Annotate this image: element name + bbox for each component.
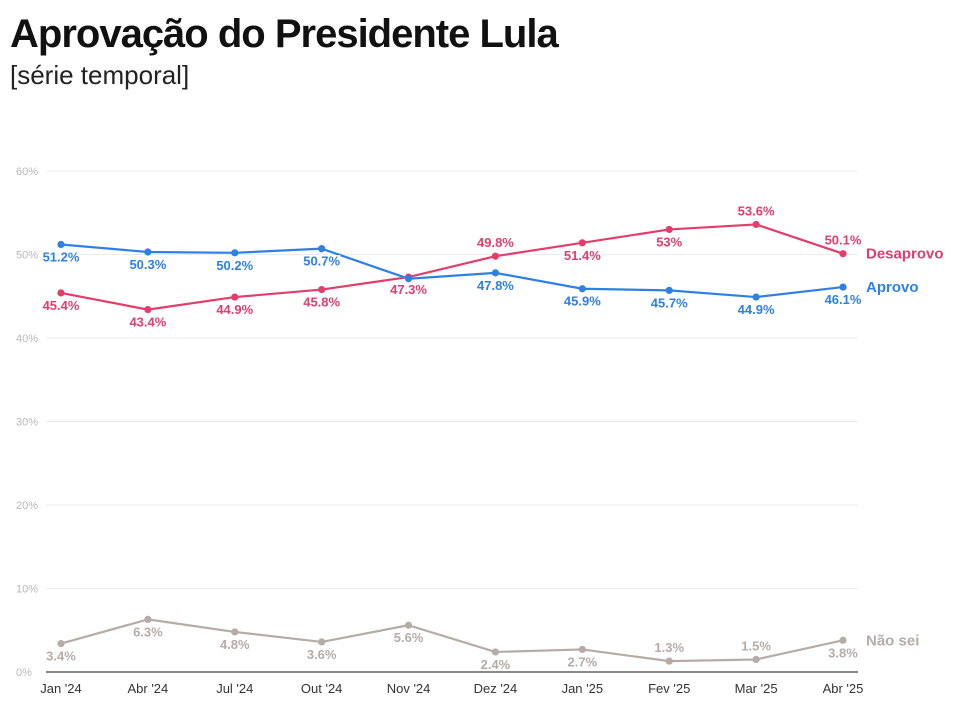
nao-sei-data-label: 2.7%	[568, 654, 598, 669]
data-labels: 45.4% 43.4% 44.9% 45.8% 47.3% 49.8% 51.4% 53% 53…	[41, 202, 863, 674]
desaprovo-data-label: 47.3%	[390, 282, 427, 297]
series-labels: Desaprovo Aprovo Não sei	[866, 246, 944, 650]
aprovo-point	[839, 283, 847, 291]
nao-sei-point	[231, 628, 239, 636]
aprovo-data-label: 46.1%	[825, 292, 862, 307]
desaprovo-point	[665, 225, 673, 234]
desaprovo-data-label: 50.1%	[825, 233, 862, 248]
aprovo-line	[60, 243, 844, 299]
nao-sei-point	[144, 615, 152, 623]
aprovo-point	[404, 275, 413, 283]
aprovo-data-label: 47.8%	[477, 278, 514, 293]
aprovo-point	[752, 293, 760, 301]
desaprovo-data-label: 53.6%	[738, 203, 775, 218]
desaprovo-data-label: 45.8%	[303, 295, 340, 310]
aprovo-data-label: 50.7%	[303, 254, 340, 269]
y-tick-label: 0%	[16, 667, 32, 679]
desaprovo-series-label: Desaprovo	[866, 246, 944, 263]
aprovo-data-label: 50.2%	[216, 258, 253, 273]
y-tick-label: 10%	[16, 584, 38, 596]
aprovo-point	[665, 286, 673, 295]
x-tick-label: Jan '25	[562, 681, 604, 696]
desaprovo-point	[752, 220, 760, 229]
desaprovo-point	[57, 289, 65, 297]
aprovo-data-label: 44.9%	[738, 302, 775, 317]
nao-sei-point	[665, 657, 673, 665]
x-tick-label: Jul '24	[216, 681, 253, 696]
nao-sei-data-label: 3.6%	[307, 647, 337, 662]
chart-subtitle: [série temporal]	[10, 60, 190, 90]
series-points	[57, 220, 847, 665]
aprovo-data-label: 45.7%	[651, 295, 688, 310]
aprovo-point	[144, 248, 152, 256]
x-tick-label: Abr '25	[823, 681, 864, 696]
nao-sei-data-label: 5.6%	[394, 630, 424, 645]
aprovo-data-label: 45.9%	[564, 294, 601, 309]
y-tick-label: 20%	[16, 500, 38, 512]
x-tick-label: Nov '24	[387, 681, 431, 696]
desaprovo-point	[144, 306, 152, 314]
aprovo-point	[491, 269, 500, 277]
x-tick-label: Mar '25	[735, 681, 778, 696]
aprovo-point	[231, 249, 239, 257]
nao-sei-point	[839, 636, 847, 644]
x-tick-label: Jan '24	[40, 681, 82, 696]
desaprovo-data-label: 44.9%	[216, 302, 253, 317]
desaprovo-data-label: 49.8%	[477, 235, 514, 250]
x-tick-label: Dez '24	[474, 681, 518, 696]
desaprovo-data-label: 53%	[656, 234, 682, 249]
y-tick-label: 40%	[16, 333, 38, 345]
nao-sei-data-label: 3.4%	[46, 649, 76, 664]
nao-sei-data-label: 6.3%	[133, 624, 163, 639]
desaprovo-line	[60, 223, 844, 311]
desaprovo-point	[578, 239, 586, 247]
desaprovo-point	[491, 252, 500, 260]
gridlines	[46, 170, 858, 673]
aprovo-point	[318, 245, 326, 253]
y-tick-label: 60%	[16, 166, 38, 178]
desaprovo-point	[318, 285, 326, 294]
nao-sei-point	[318, 638, 326, 646]
nao-sei-data-label: 2.4%	[481, 657, 511, 672]
aprovo-data-label: 51.2%	[43, 249, 80, 264]
nao-sei-line	[60, 618, 844, 663]
nao-sei-data-label: 1.3%	[654, 640, 684, 655]
desaprovo-point	[839, 250, 847, 258]
x-tick-label: Out '24	[301, 681, 343, 696]
nao-sei-point	[578, 645, 586, 654]
aprovo-point	[578, 285, 586, 293]
nao-sei-point	[752, 655, 760, 664]
y-axis: 0% 10% 20% 30% 40% 50% 60%	[16, 166, 38, 679]
aprovo-series-label: Aprovo	[866, 279, 919, 296]
chart-title: Aprovação do Presidente Lula	[10, 12, 559, 56]
x-axis: Jan '24 Abr '24 Jul '24 Out '24 Nov '24 Dez '…	[40, 681, 863, 696]
desaprovo-point	[231, 293, 239, 301]
nao-sei-point	[404, 621, 413, 629]
nao-sei-point	[491, 648, 500, 656]
nao-sei-series-label: Não sei	[866, 632, 919, 649]
desaprovo-data-label: 43.4%	[129, 315, 166, 330]
x-tick-label: Abr '24	[127, 681, 168, 696]
nao-sei-data-label: 3.8%	[828, 645, 858, 660]
aprovo-point	[57, 240, 65, 249]
nao-sei-data-label: 1.5%	[741, 638, 771, 653]
desaprovo-data-label: 45.4%	[43, 298, 80, 313]
x-tick-label: Fev '25	[648, 681, 690, 696]
y-tick-label: 30%	[16, 417, 38, 429]
nao-sei-point	[57, 640, 65, 648]
aprovo-data-label: 50.3%	[129, 257, 166, 272]
y-tick-label: 50%	[16, 250, 38, 262]
desaprovo-data-label: 51.4%	[564, 248, 601, 263]
nao-sei-data-label: 4.8%	[220, 637, 250, 652]
series-lines	[60, 223, 844, 663]
